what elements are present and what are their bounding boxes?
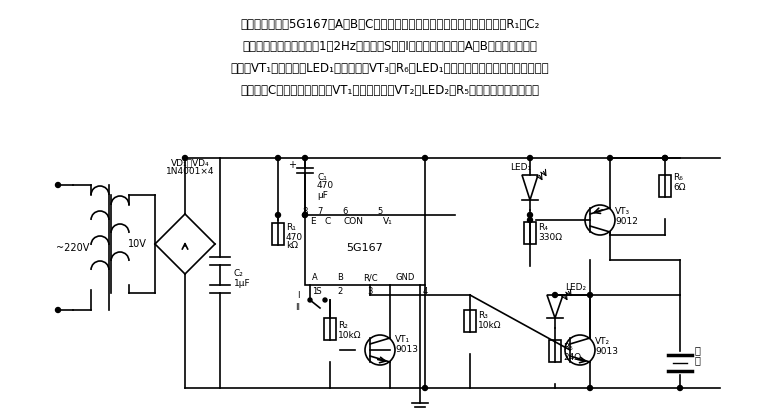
- Text: VT₁: VT₁: [395, 335, 410, 344]
- Text: 充电。当C端口为高电平时，VT₁饱和导通，由VT₂、LED₂、R₅组成的放电电路工作。: 充电。当C端口为高电平时，VT₁饱和导通，由VT₂、LED₂、R₅组成的放电电路…: [240, 84, 540, 97]
- Text: II: II: [296, 304, 300, 313]
- Text: R₆: R₆: [673, 173, 682, 182]
- Bar: [659, 175, 671, 197]
- Text: C₂: C₂: [234, 270, 244, 279]
- Text: 470: 470: [286, 233, 303, 242]
- Circle shape: [308, 298, 312, 302]
- Text: 电: 电: [695, 345, 701, 355]
- Text: R/C: R/C: [363, 273, 378, 282]
- Circle shape: [55, 308, 61, 313]
- Bar: [305, 215, 425, 285]
- Circle shape: [527, 155, 533, 160]
- Text: 5: 5: [378, 208, 383, 217]
- Circle shape: [423, 155, 427, 160]
- Text: R₅: R₅: [563, 344, 573, 353]
- Text: ~220V: ~220V: [56, 243, 90, 253]
- Text: kΩ: kΩ: [286, 242, 298, 251]
- Text: 电平，VT₁饱和导通，LED₁发光，这样VT₃、R₆及LED₁组成的恒流充电电路工作，对电池: 电平，VT₁饱和导通，LED₁发光，这样VT₃、R₆及LED₁组成的恒流充电电路…: [231, 62, 549, 75]
- Text: 6: 6: [342, 208, 348, 217]
- Text: VD₁～VD₄: VD₁～VD₄: [171, 158, 209, 168]
- Text: R₁: R₁: [286, 224, 296, 233]
- Text: V₁: V₁: [383, 217, 393, 226]
- Text: 接通电源后，在5G167的A、B、C三输出驱动端依次输出高电平。振荡频率由R₁和C₂: 接通电源后，在5G167的A、B、C三输出驱动端依次输出高电平。振荡频率由R₁和…: [240, 18, 540, 31]
- Circle shape: [587, 293, 593, 297]
- Text: μF: μF: [317, 191, 328, 200]
- Circle shape: [527, 213, 533, 217]
- Text: 330Ω: 330Ω: [538, 233, 562, 242]
- Text: GND: GND: [395, 273, 415, 282]
- Circle shape: [303, 213, 307, 217]
- Circle shape: [423, 386, 427, 390]
- Text: I: I: [296, 290, 300, 299]
- Text: LED₁: LED₁: [510, 162, 531, 171]
- Text: A: A: [312, 273, 318, 282]
- Text: E: E: [310, 217, 316, 226]
- Bar: [524, 222, 536, 244]
- Text: 7: 7: [317, 208, 323, 217]
- Text: 1μF: 1μF: [234, 279, 250, 288]
- Text: 8: 8: [303, 208, 307, 217]
- Circle shape: [275, 155, 281, 160]
- Text: 10V: 10V: [128, 239, 147, 249]
- Text: LED₂: LED₂: [565, 282, 586, 291]
- Circle shape: [183, 155, 187, 160]
- Text: B: B: [337, 273, 343, 282]
- Text: 池: 池: [695, 355, 701, 365]
- Text: S: S: [315, 288, 321, 297]
- Circle shape: [275, 213, 281, 217]
- Bar: [272, 223, 284, 245]
- Text: 1: 1: [312, 288, 317, 297]
- Circle shape: [323, 298, 327, 302]
- Text: 5G167: 5G167: [346, 243, 384, 253]
- Text: VT₂: VT₂: [595, 337, 610, 346]
- Text: C: C: [325, 217, 332, 226]
- Text: 3: 3: [367, 288, 373, 297]
- Text: R₄: R₄: [538, 224, 548, 233]
- Text: 10kΩ: 10kΩ: [338, 330, 361, 339]
- Text: 24Ω: 24Ω: [563, 353, 581, 362]
- Circle shape: [662, 155, 668, 160]
- Text: 决定，按图中参数频率为1～2Hz。当开关S处在I挡为快充电，此时A、B两端口依次为高: 决定，按图中参数频率为1～2Hz。当开关S处在I挡为快充电，此时A、B两端口依次…: [243, 40, 537, 53]
- Circle shape: [608, 155, 612, 160]
- Text: 9012: 9012: [615, 217, 638, 226]
- Bar: [549, 340, 561, 362]
- Bar: [324, 318, 336, 340]
- Text: VT₃: VT₃: [615, 208, 630, 217]
- Text: 10kΩ: 10kΩ: [478, 321, 502, 330]
- Text: 470: 470: [317, 182, 334, 191]
- Circle shape: [678, 386, 682, 390]
- Text: CON: CON: [343, 217, 363, 226]
- Text: R₂: R₂: [338, 321, 348, 330]
- Circle shape: [303, 155, 307, 160]
- Text: 2: 2: [338, 288, 342, 297]
- Circle shape: [662, 155, 668, 160]
- Text: 1N4001×4: 1N4001×4: [165, 168, 214, 177]
- Circle shape: [303, 213, 307, 217]
- Text: 6Ω: 6Ω: [673, 184, 686, 193]
- Text: 9013: 9013: [595, 348, 618, 357]
- Text: 9013: 9013: [395, 346, 418, 355]
- Circle shape: [552, 293, 558, 297]
- Text: R₃: R₃: [478, 310, 488, 319]
- Text: +: +: [288, 160, 296, 170]
- Circle shape: [55, 182, 61, 188]
- Text: C₁: C₁: [317, 173, 327, 182]
- Circle shape: [527, 217, 533, 222]
- Bar: [464, 310, 476, 332]
- Circle shape: [587, 386, 593, 390]
- Text: 4: 4: [423, 288, 427, 297]
